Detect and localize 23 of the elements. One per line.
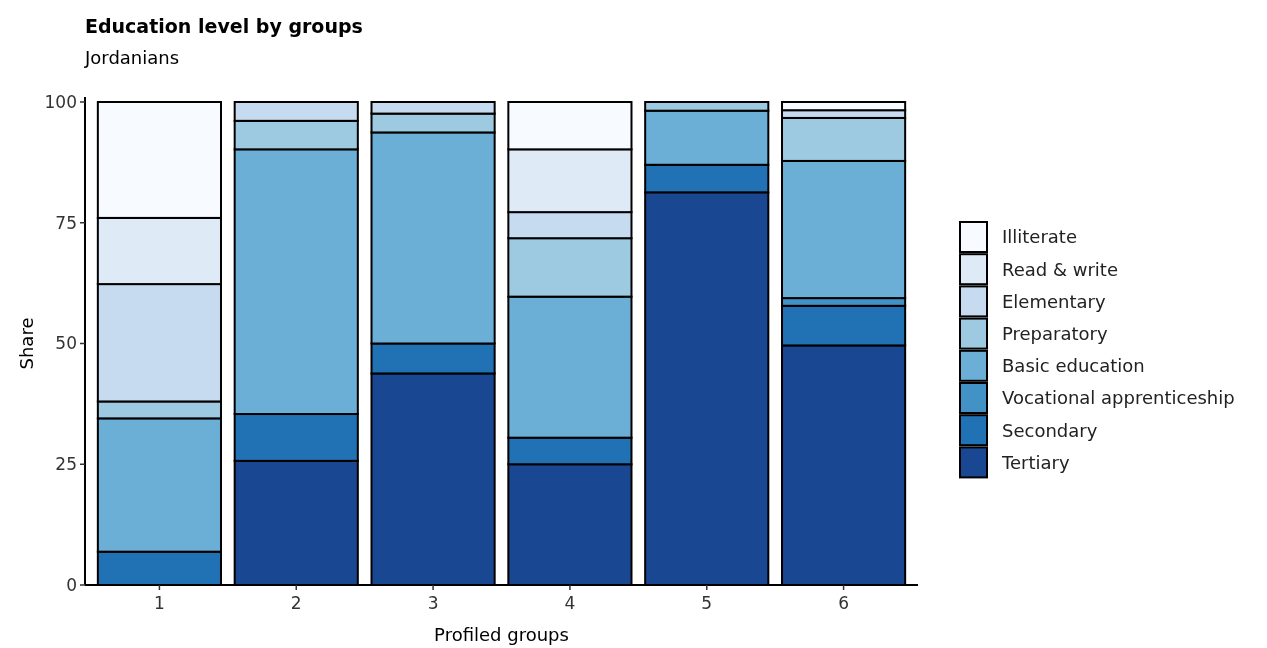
x-tick-label: 3 bbox=[427, 593, 439, 613]
x-tick-label: 2 bbox=[290, 593, 302, 613]
chart-title: Education level by groups bbox=[85, 15, 363, 37]
legend-label: Preparatory bbox=[1002, 322, 1108, 344]
legend-label: Basic education bbox=[1002, 355, 1145, 377]
legend-label: Illiterate bbox=[1002, 226, 1078, 248]
y-tick-label: 0 bbox=[66, 574, 77, 595]
y-tick-label: 25 bbox=[55, 454, 77, 475]
x-tick-label: 5 bbox=[701, 593, 713, 613]
y-tick-label: 75 bbox=[55, 212, 77, 233]
legend-label: Read & write bbox=[1002, 258, 1118, 280]
x-tick-label: 4 bbox=[564, 593, 576, 613]
y-tick-label: 50 bbox=[55, 333, 77, 354]
legend-label: Elementary bbox=[1002, 290, 1106, 312]
chart-subtitle: Jordanians bbox=[84, 47, 180, 68]
y-axis-title: Share bbox=[16, 317, 37, 370]
x-tick-label: 6 bbox=[838, 593, 849, 613]
legend-label: Vocational apprenticeship bbox=[1002, 387, 1235, 409]
legend-label: Secondary bbox=[1002, 419, 1098, 441]
legend-label: Tertiary bbox=[1001, 451, 1070, 473]
x-tick-label: 1 bbox=[154, 593, 165, 613]
x-axis-title: Profiled groups bbox=[434, 624, 569, 645]
y-tick-label: 100 bbox=[44, 91, 77, 112]
